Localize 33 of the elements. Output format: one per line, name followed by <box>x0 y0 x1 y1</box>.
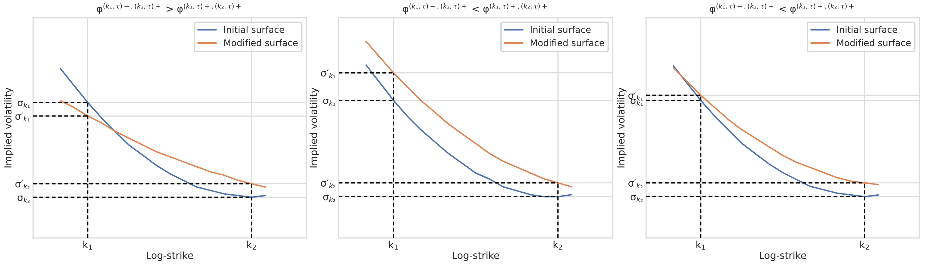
ref-line-label: σ′$_{k₂}$ <box>16 180 30 190</box>
ref-line-label: σ$_{k₁}$ <box>18 101 30 108</box>
x-tick-label: k$_{2}$ <box>554 240 562 250</box>
ref-line-label: σ$_{k₂}$ <box>323 195 336 202</box>
legend-label: Initial surface <box>531 26 591 34</box>
chart-title: φ$^{(k₁,τ)−,(k₂,τ)+}$ < φ$^{(k₁,τ)+,(k₂,τ)+}$ <box>403 4 547 15</box>
x-tick-label: k$_{2}$ <box>248 240 256 250</box>
chart-title: φ$^{(k₁,τ)−,(k₂,τ)+}$ < φ$^{(k₁,τ)+,(k₂,τ)+}$ <box>710 4 854 15</box>
ref-line-label: σ′$_{k₂}$ <box>321 180 336 188</box>
legend-label: Modified surface <box>838 39 911 46</box>
x-tick-label: k$_{1}$ <box>696 240 706 250</box>
x-tick-label: k$_{1}$ <box>84 240 92 250</box>
chart-title: φ$^{(k₁,τ)−,(k₂,τ)+}$ > φ$^{(k₁,τ)+,(k₂,τ)+}$ <box>97 4 241 15</box>
ref-line-label: σ′$_{k₁}$ <box>321 70 336 78</box>
legend-label: Initial surface <box>224 26 284 34</box>
ref-line-label: σ$_{k₂}$ <box>18 196 30 203</box>
ref-line-label: σ′$_{k₁}$ <box>628 92 643 101</box>
ref-line-label: σ$_{k₂}$ <box>630 195 643 202</box>
x-axis-title: Log-strike <box>760 252 806 262</box>
ref-line-label: σ′$_{k₂}$ <box>628 180 643 188</box>
x-tick-label: k$_{2}$ <box>860 240 870 250</box>
ref-line-label: σ$_{k₁}$ <box>323 98 336 106</box>
x-axis-title: Log-strike <box>147 252 194 262</box>
ref-line-label: σ$_{k₁}$ <box>630 98 643 106</box>
legend-label: Initial surface <box>838 26 898 34</box>
ref-line-label: σ′$_{k₁}$ <box>16 112 30 122</box>
y-axis-title: Implied volatility <box>617 88 627 168</box>
legend-label: Modified surface <box>531 39 604 46</box>
legend-label: Modified surface <box>224 39 298 46</box>
y-axis-title: Implied volatility <box>4 88 14 168</box>
y-axis-title: Implied volatility <box>310 88 320 168</box>
x-axis-title: Log-strike <box>453 252 500 262</box>
x-tick-label: k$_{1}$ <box>389 240 398 250</box>
